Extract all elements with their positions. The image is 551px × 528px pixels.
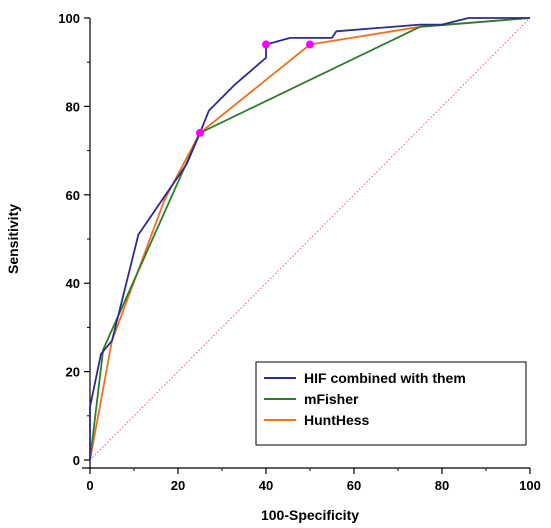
y-tick-label: 100 (58, 11, 80, 26)
cutoff-point-marker (196, 128, 204, 137)
legend-box (255, 361, 527, 446)
x-tick-label: 20 (171, 478, 185, 493)
x-tick-label: 40 (259, 478, 273, 493)
y-tick-label: 60 (66, 188, 80, 203)
legend-label: mFisher (304, 391, 359, 407)
y-tick-label: 20 (66, 365, 80, 380)
y-tick-label: 80 (66, 99, 80, 114)
cutoff-point-marker (306, 40, 314, 49)
legend-label: HuntHess (304, 412, 370, 428)
axes: 0 20 40 60 80 100 0 20 40 60 80 100 (58, 11, 541, 493)
x-tick-label: 80 (435, 478, 449, 493)
x-tick-label: 100 (519, 478, 541, 493)
reference-diagonal-line (89, 17, 531, 461)
x-tick-label: 60 (347, 478, 361, 493)
reference-line-group (89, 17, 531, 461)
y-tick-label: 0 (73, 453, 80, 468)
x-axis-title: 100-Specificity (261, 507, 359, 523)
cutoff-point-marker (262, 40, 270, 49)
legend: HIF combined with them mFisher HuntHess (255, 361, 527, 446)
series-line-hif-combined-with-them (89, 17, 530, 460)
markers-group (196, 40, 314, 137)
y-tick-label: 40 (66, 276, 80, 291)
x-tick-label: 0 (86, 478, 93, 493)
legend-label: HIF combined with them (304, 370, 466, 386)
y-axis-title: Sensitivity (5, 204, 21, 274)
